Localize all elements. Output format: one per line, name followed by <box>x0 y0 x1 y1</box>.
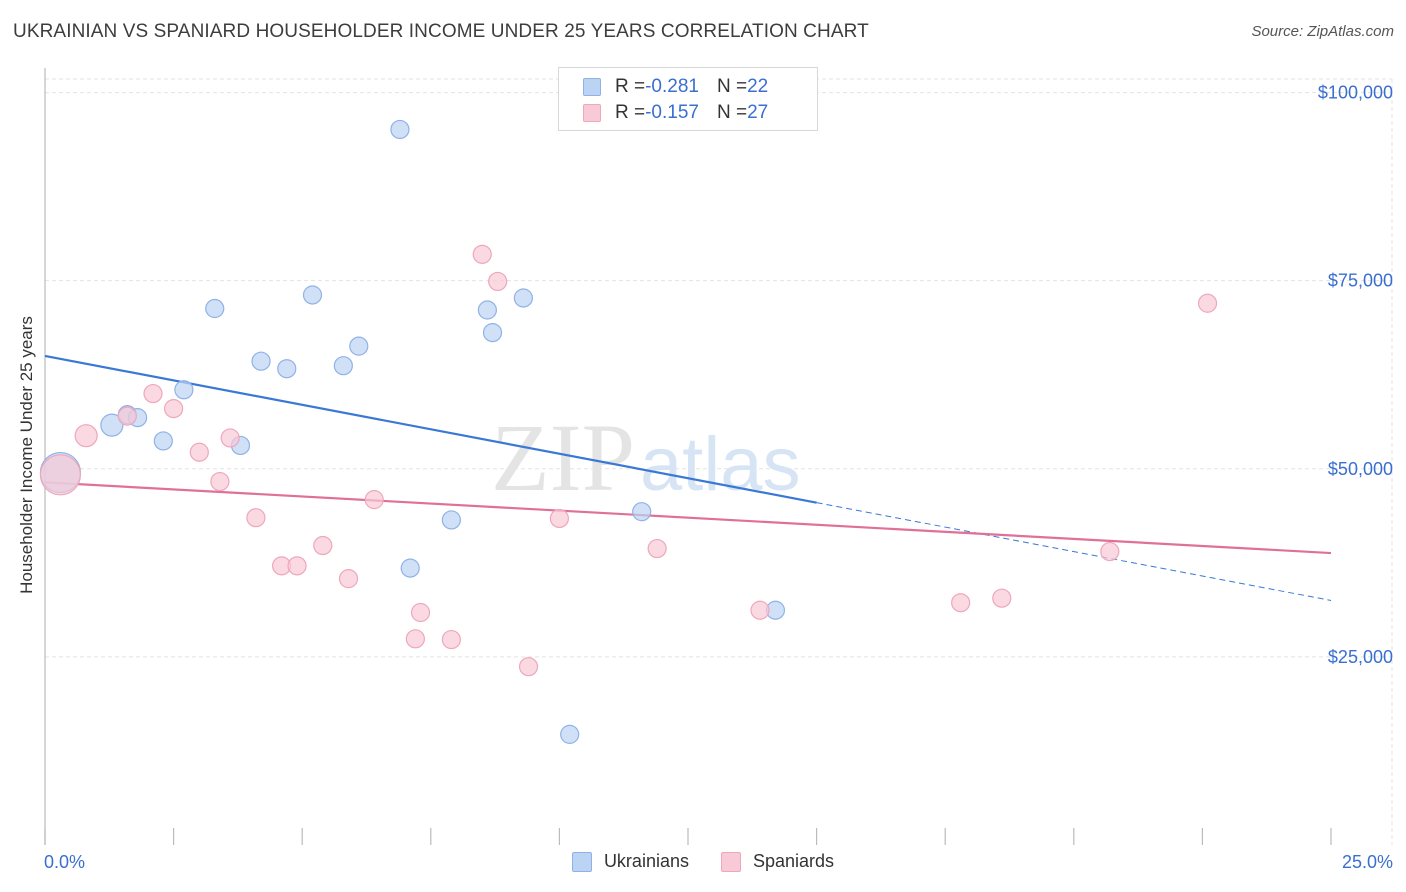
r-value: -0.281 <box>645 76 699 97</box>
point-ukrainians <box>302 285 323 305</box>
ukrainians-swatch <box>583 78 601 96</box>
legend-label: Ukrainians <box>603 851 689 871</box>
point-spaniards <box>549 508 570 529</box>
chart-title: UKRAINIAN VS SPANIARD HOUSEHOLDER INCOME… <box>13 21 869 42</box>
n-label: N = <box>716 102 748 123</box>
stats-row-ukrainians: R = -0.281 N = 22 <box>583 74 768 100</box>
point-spaniards <box>405 629 425 649</box>
point-spaniards <box>313 535 333 556</box>
n-label: N = <box>716 76 748 97</box>
point-spaniards <box>39 454 82 496</box>
r-label: R = <box>615 76 646 97</box>
point-spaniards <box>164 398 184 419</box>
spaniards-legend-swatch <box>720 851 741 872</box>
points-layer <box>39 119 1218 744</box>
y-tick-label: $25,000 <box>1328 647 1393 667</box>
axis-layer <box>44 68 1332 845</box>
watermark: ZIP atlas <box>491 404 801 511</box>
point-spaniards <box>287 556 307 576</box>
legend-label: Spaniards <box>752 851 835 871</box>
point-spaniards <box>951 593 971 613</box>
point-spaniards <box>210 471 230 492</box>
point-ukrainians <box>174 380 194 400</box>
trend-layer <box>44 354 1332 601</box>
legend: Ukrainians Spaniards <box>0 851 1406 872</box>
point-ukrainians <box>333 356 353 376</box>
ukrainians-legend-swatch <box>571 851 592 872</box>
y-tick-label: $75,000 <box>1328 271 1393 291</box>
point-ukrainians <box>513 288 533 308</box>
point-spaniards <box>117 406 137 426</box>
r-value: -0.157 <box>645 102 699 123</box>
point-spaniards <box>74 424 98 448</box>
point-spaniards <box>189 442 209 462</box>
point-ukrainians <box>205 298 225 319</box>
point-spaniards <box>992 588 1012 608</box>
point-spaniards <box>220 428 240 448</box>
legend-item-ukrainians[interactable]: Ukrainians <box>571 851 689 872</box>
point-spaniards <box>143 383 163 404</box>
watermark-atlas: atlas <box>640 422 801 507</box>
point-spaniards <box>750 600 770 620</box>
spaniards-swatch <box>583 104 601 122</box>
grid-layer <box>45 78 1393 845</box>
point-ukrainians <box>390 119 410 140</box>
y-tick-label: $50,000 <box>1328 459 1393 479</box>
labels-layer: $25,000 $50,000 $75,000 $100,000 <box>1318 83 1393 667</box>
point-ukrainians <box>632 502 652 522</box>
point-ukrainians <box>349 336 369 356</box>
source-credit: Source: ZipAtlas.com <box>1251 23 1394 40</box>
x-tick-label-min: 0.0% <box>44 852 86 872</box>
point-ukrainians <box>100 413 124 437</box>
y-tick-label: $100,000 <box>1318 83 1393 103</box>
n-value: 27 <box>747 102 769 123</box>
point-ukrainians <box>277 359 297 379</box>
n-value: 22 <box>747 76 769 97</box>
x-tick-label-max: 25.0% <box>1341 852 1393 872</box>
trend-line-ukrainians <box>44 354 817 504</box>
stats-box: R = -0.281 N = 22 R = -0.157 N = 27 <box>558 67 818 131</box>
watermark-zip: ZIP <box>491 404 635 511</box>
point-spaniards <box>364 490 384 510</box>
point-spaniards <box>1197 293 1218 313</box>
trend-line-spaniards <box>44 481 1332 555</box>
legend-item-spaniards[interactable]: Spaniards <box>720 851 835 872</box>
point-ukrainians <box>400 558 420 578</box>
point-spaniards <box>518 657 539 677</box>
point-spaniards <box>246 508 266 528</box>
point-spaniards <box>488 271 508 292</box>
point-ukrainians <box>441 510 461 530</box>
point-spaniards <box>338 569 359 589</box>
stats-row-spaniards: R = -0.157 N = 27 <box>583 100 768 126</box>
point-spaniards <box>1100 541 1120 562</box>
point-ukrainians <box>251 351 271 371</box>
point-spaniards <box>441 629 461 650</box>
r-label: R = <box>615 102 646 123</box>
point-ukrainians <box>560 724 580 744</box>
trend-extension-ukrainians <box>816 502 1332 601</box>
point-ukrainians <box>153 431 173 451</box>
point-ukrainians <box>482 322 503 343</box>
point-spaniards <box>410 602 431 623</box>
point-spaniards <box>472 244 492 264</box>
point-spaniards <box>647 538 667 559</box>
point-ukrainians <box>477 300 497 320</box>
